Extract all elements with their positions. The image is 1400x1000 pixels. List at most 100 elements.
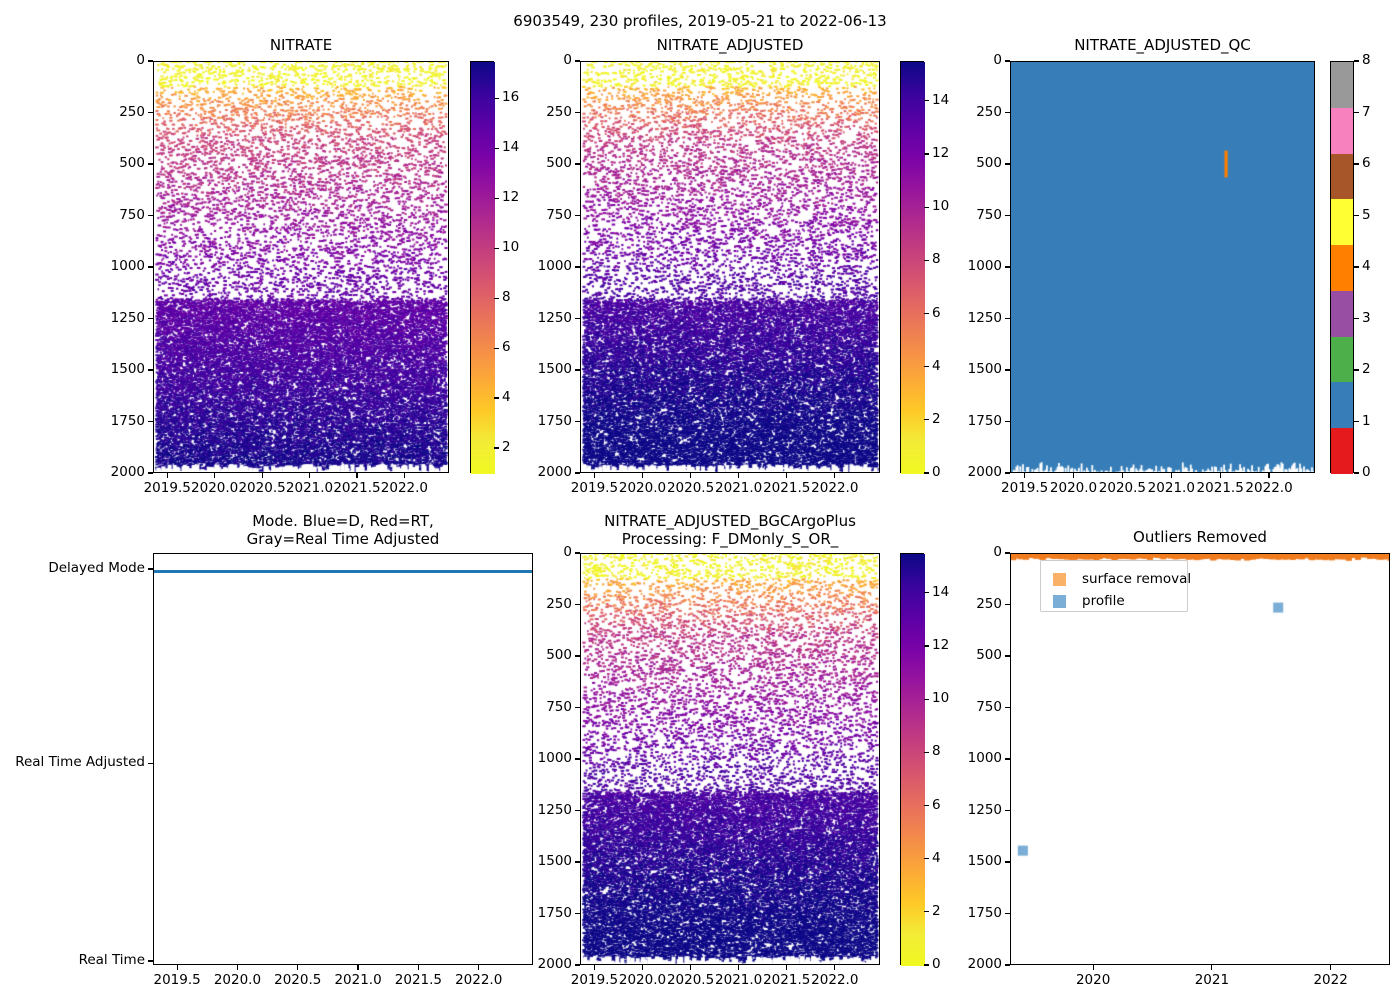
colorbar-tick-label: 6: [932, 796, 941, 813]
x-tick-label: 2021.5: [763, 972, 811, 988]
y-tick-label: 1750: [537, 412, 572, 429]
mode-y-tick-mark: [148, 960, 153, 962]
y-tick-label: 1250: [537, 309, 572, 326]
y-tick-label: 0: [993, 544, 1002, 560]
colorbar-tick-mark: [924, 366, 929, 368]
x-tick-label: 2021.5: [1196, 480, 1244, 496]
colorbar-tick-mark: [924, 100, 929, 102]
plot-nitrate-adjusted-qc[interactable]: [1010, 61, 1315, 473]
x-tick-label: 2021.5: [333, 480, 381, 496]
y-tick-label: 2000: [537, 464, 572, 480]
y-tick-mark: [1005, 266, 1010, 268]
x-tick-mark: [403, 473, 405, 478]
figure-suptitle: 6903549, 230 profiles, 2019-05-21 to 202…: [513, 12, 887, 30]
qc-colorbar-tick-mark: [1354, 369, 1359, 371]
plot-bgcargoplus[interactable]: [580, 553, 880, 965]
colorbar-tick-label: 4: [932, 849, 941, 866]
y-tick-label: 250: [976, 595, 1002, 612]
y-tick-label: 0: [993, 52, 1002, 68]
y-tick-label: 250: [976, 103, 1002, 120]
y-tick-label: 1500: [537, 853, 572, 869]
plot-mode[interactable]: [153, 553, 533, 965]
qc-colorbar-tick-label: 8: [1362, 52, 1371, 68]
y-tick-mark: [1005, 214, 1010, 217]
colorbar-tick-label: 10: [932, 198, 950, 215]
colorbar-tick-label: 2: [502, 439, 511, 456]
colorbar-tick-label: 8: [502, 289, 511, 306]
y-tick-mark: [148, 472, 153, 474]
plot-nitrate-adjusted[interactable]: [580, 61, 880, 473]
x-tick-mark: [738, 965, 740, 970]
colorbar-tick-mark: [494, 197, 499, 199]
colorbar-tick-mark: [494, 297, 499, 299]
qc-colorbar-tick-mark: [1354, 163, 1359, 165]
y-tick-mark: [1005, 758, 1010, 760]
colorbar-tick-label: 8: [932, 743, 941, 760]
qc-colorbar-tick-label: 5: [1362, 206, 1371, 223]
y-tick-label: 1500: [967, 361, 1002, 377]
y-tick-mark: [575, 552, 580, 554]
qc-colorbar-tick-label: 3: [1362, 309, 1371, 326]
x-tick-label: 2020.0: [191, 480, 239, 496]
y-tick-label: 750: [976, 698, 1002, 715]
x-tick-mark: [1121, 473, 1123, 478]
y-tick-mark: [575, 317, 580, 320]
y-tick-mark: [1005, 706, 1010, 709]
x-tick-mark: [689, 965, 692, 970]
colorbar-tick-mark: [924, 592, 929, 594]
x-tick-label: 2019.5: [143, 480, 191, 496]
mode-y-tick-mark: [148, 762, 153, 764]
legend-item-profile[interactable]: profile: [1053, 593, 1125, 609]
y-tick-label: 1500: [110, 361, 145, 377]
y-tick-label: 1500: [967, 853, 1002, 869]
plot-outliers-removed[interactable]: [1010, 553, 1390, 965]
x-tick-label: 2021.0: [334, 972, 382, 988]
colorbar-tick-mark: [924, 964, 929, 966]
x-tick-label: 2022.0: [455, 972, 503, 988]
x-tick-mark: [834, 965, 836, 970]
y-tick-mark: [1005, 912, 1010, 915]
y-tick-mark: [1005, 369, 1010, 371]
y-tick-label: 1250: [110, 309, 145, 326]
y-tick-mark: [148, 266, 153, 268]
y-tick-label: 500: [119, 155, 145, 171]
y-tick-label: 0: [563, 52, 572, 68]
x-tick-label: 2022.0: [380, 480, 429, 496]
colorbar-tick-mark: [924, 259, 929, 261]
qc-colorbar-band-2: [1331, 336, 1353, 383]
x-tick-label: 2020.0: [618, 480, 667, 496]
x-tick-mark: [214, 473, 216, 478]
y-tick-mark: [575, 163, 580, 165]
colorbar-tick-label: 2: [932, 410, 941, 427]
legend-item-surface-removal[interactable]: surface removal: [1053, 571, 1191, 587]
x-tick-label: 2019.5: [1001, 480, 1049, 496]
colorbar-tick-mark: [924, 312, 929, 315]
colorbar-tick-mark: [924, 645, 929, 647]
y-tick-mark: [1005, 317, 1010, 320]
qc-colorbar-tick-label: 6: [1362, 155, 1371, 171]
mode-y-tick-label: Delayed Mode: [48, 560, 145, 576]
x-tick-mark: [1092, 965, 1094, 970]
y-tick-label: 250: [119, 103, 145, 120]
y-tick-label: 750: [119, 206, 145, 223]
x-tick-mark: [261, 473, 263, 478]
x-tick-mark: [478, 965, 480, 970]
plot-nitrate[interactable]: [153, 61, 449, 473]
y-tick-label: 1000: [537, 258, 572, 274]
x-tick-mark: [236, 965, 239, 970]
qc-colorbar-tick-mark: [1354, 111, 1359, 114]
outliers-legend: surface removal profile: [1040, 560, 1191, 612]
x-tick-label: 2021.5: [763, 480, 811, 496]
qc-colorbar-tick-mark: [1354, 317, 1359, 320]
colorbar-tick-label: 2: [932, 902, 941, 919]
panel-title-nitrate-adjusted-qc: NITRATE_ADJUSTED_QC: [1074, 36, 1251, 54]
x-tick-mark: [593, 965, 595, 970]
mode-y-tick-mark: [148, 568, 153, 570]
y-tick-mark: [575, 655, 580, 657]
mode-delayed-line: [154, 570, 532, 573]
qc-colorbar-tick-label: 4: [1362, 258, 1371, 274]
y-tick-label: 750: [546, 206, 572, 223]
mode-y-tick-label: Real Time: [78, 952, 145, 968]
colorbar-nitrate: [470, 61, 495, 474]
y-tick-label: 2000: [967, 464, 1002, 480]
